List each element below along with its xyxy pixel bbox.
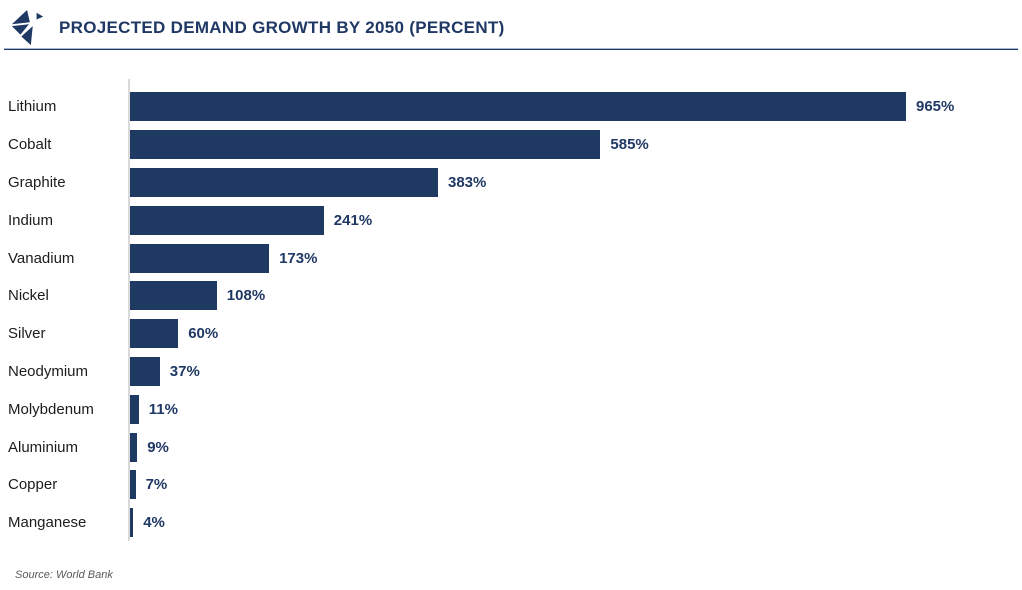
bar [130,243,270,273]
category-label: Indium [8,211,54,229]
value-label: 241% [333,211,373,229]
category-label: Neodymium [8,362,89,380]
category-label: Copper [8,476,58,494]
bar-row: Nickel 108% [0,277,1022,315]
bar-row: Indium 241% [0,201,1022,239]
value-label: 37% [169,362,200,380]
bar-track: 7% [130,470,1022,500]
y-axis-line [128,79,130,541]
source-note: Source: World Bank [15,569,113,581]
value-label: 108% [226,287,266,305]
category-label: Vanadium [8,249,75,267]
bar [130,205,324,235]
bar [130,470,136,500]
bar [130,167,438,197]
category-label: Aluminium [8,438,79,456]
bar-row: Vanadium 173% [0,239,1022,277]
bar-row: Graphite 383% [0,164,1022,202]
category-label: Lithium [8,98,57,116]
bar-track: 383% [130,167,1022,197]
value-label: 965% [916,98,955,116]
bar-track: 11% [130,394,1022,424]
bar [130,432,138,462]
category-label: Molybdenum [8,400,94,418]
value-label: 7% [145,476,168,494]
bar [130,281,217,311]
bar [130,130,601,160]
brand-logo-icon [11,9,44,45]
bar-row: Lithium 965% [0,88,1022,126]
value-label: 60% [188,325,219,343]
bar [130,394,139,424]
bar-track: 9% [130,432,1022,462]
bar-row: Aluminium 9% [0,428,1022,466]
bar-row: Molybdenum 11% [0,390,1022,428]
bar-track: 173% [130,243,1022,273]
bar-row: Manganese 4% [0,504,1022,542]
chart-header: PROJECTED DEMAND GROWTH BY 2050 (PERCENT… [0,0,1022,48]
value-label: 173% [279,249,318,267]
bar-row: Copper 7% [0,466,1022,504]
bar-rows: Lithium 965% Cobalt 585% Graphite 383% Indium 2… [0,88,1022,542]
bar-row: Cobalt 585% [0,126,1022,164]
bar [130,508,134,538]
value-label: 585% [610,136,649,154]
value-label: 383% [448,173,487,191]
bar-row: Silver 60% [0,315,1022,353]
chart-title: PROJECTED DEMAND GROWTH BY 2050 (PERCENT… [59,17,505,37]
category-label: Graphite [8,173,66,191]
value-label: 4% [143,514,165,532]
bar-track: 965% [130,92,1022,122]
category-label: Silver [8,325,46,343]
category-label: Manganese [8,514,87,532]
bar [130,92,906,122]
value-label: 11% [148,400,178,418]
bar-track: 108% [130,281,1022,311]
bar [130,356,160,386]
bar-track: 60% [130,319,1022,349]
bar-track: 4% [130,508,1022,538]
header-divider [4,48,1018,50]
bar-row: Neodymium 37% [0,353,1022,391]
bar-chart: Lithium 965% Cobalt 585% Graphite 383% Indium 2… [0,79,1022,542]
bar-track: 241% [130,205,1022,235]
bar [130,319,179,349]
category-label: Nickel [8,287,49,305]
value-label: 9% [147,438,169,456]
bar-track: 37% [130,356,1022,386]
category-label: Cobalt [8,136,52,154]
bar-track: 585% [130,130,1022,160]
